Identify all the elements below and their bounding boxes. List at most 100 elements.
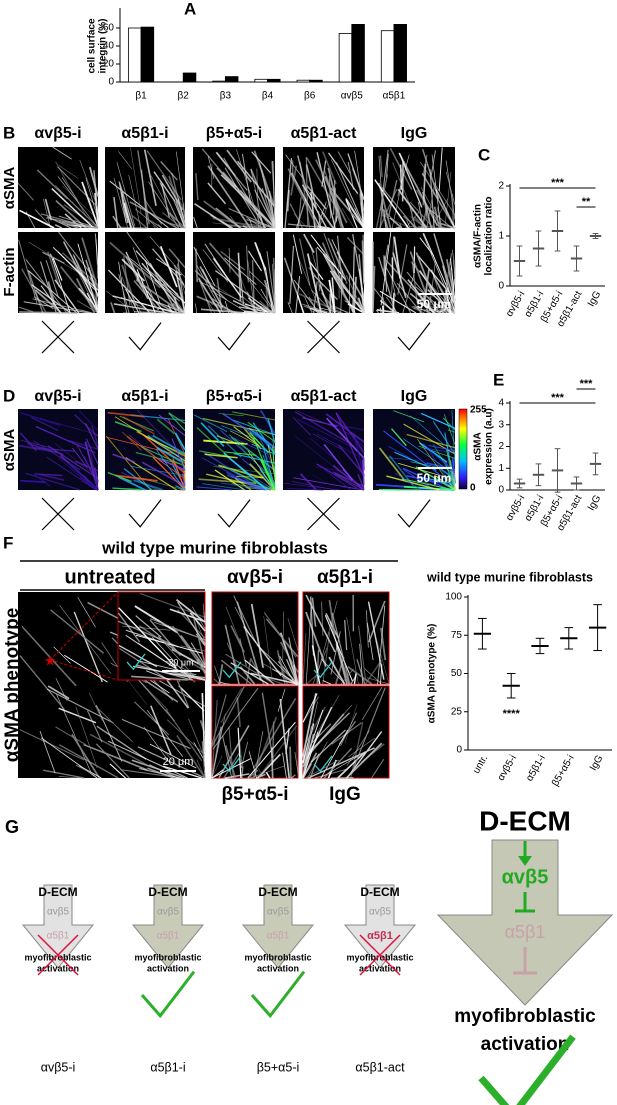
fiber (385, 267, 412, 314)
fiber (233, 595, 257, 643)
fiber (322, 680, 331, 685)
fiber (94, 471, 99, 491)
fiber (356, 659, 366, 685)
fiber (146, 709, 183, 757)
activation-head (518, 856, 532, 866)
y-axis-label: expression (a.u) (484, 408, 495, 485)
fiber (214, 469, 245, 491)
fiber (390, 428, 407, 447)
image-label: untreated (64, 566, 155, 588)
fiber (316, 463, 357, 489)
fiber (302, 696, 319, 723)
fiber (254, 731, 264, 779)
x-tick-label: β2 (178, 91, 190, 102)
fiber (397, 244, 408, 295)
fiber (58, 776, 82, 779)
fiber (295, 276, 301, 314)
fiber (263, 615, 273, 681)
fiber (320, 756, 358, 779)
fiber (202, 249, 229, 283)
y-axis-label: αSMA (473, 432, 484, 460)
fiber (430, 150, 436, 176)
fiber (79, 410, 99, 431)
x-tick-label: β1 (135, 91, 147, 102)
fiber (435, 188, 456, 229)
fiber (265, 771, 271, 779)
fiber (380, 207, 402, 229)
fiber (84, 456, 99, 488)
fiber (334, 656, 345, 685)
fiber (196, 759, 206, 779)
fiber (77, 597, 96, 628)
fiber (176, 735, 206, 779)
fiber (135, 664, 192, 681)
fiber (135, 451, 181, 465)
fiber (135, 279, 183, 314)
y-tick-label: 0 (108, 77, 114, 88)
fiber (333, 215, 339, 229)
fiber (95, 743, 130, 779)
fiber (19, 311, 77, 314)
fiber (447, 429, 456, 433)
micrograph (105, 147, 186, 229)
fiber (47, 445, 99, 479)
fiber (375, 174, 389, 229)
fiber (287, 487, 324, 491)
fiber (147, 767, 175, 779)
fiber (132, 247, 155, 302)
x-tick-label: β3 (220, 91, 232, 102)
fiber (118, 607, 177, 669)
fiber (297, 410, 365, 441)
fiber (109, 180, 169, 229)
fiber (415, 189, 444, 229)
fiber (224, 451, 257, 456)
fiber (123, 468, 153, 491)
fiber (167, 304, 174, 314)
fiber (126, 231, 177, 301)
fiber (200, 422, 225, 447)
micrograph (302, 591, 390, 685)
fiber (263, 612, 297, 658)
fiber (131, 214, 148, 229)
fiber (72, 447, 88, 468)
fiber (429, 296, 437, 314)
fiber (392, 292, 395, 314)
fiber (406, 433, 456, 449)
fiber (50, 253, 71, 314)
fiber (337, 751, 366, 779)
bar (393, 23, 407, 83)
condition-label: α5β1-act (355, 1060, 405, 1074)
fiber (284, 482, 341, 491)
fiber (378, 156, 384, 218)
fiber (360, 192, 365, 229)
fiber (241, 153, 252, 203)
row-label: αSMA (1, 429, 18, 472)
y-tick-label: 1 (498, 463, 504, 474)
fiber (257, 725, 298, 779)
fiber (46, 456, 97, 491)
bar (296, 79, 311, 83)
fiber (225, 606, 241, 645)
fiber (382, 244, 389, 273)
y-tick-label: 25 (451, 706, 463, 717)
fiber (36, 169, 69, 200)
fiber (198, 278, 222, 314)
fiber (81, 237, 99, 290)
fiber (143, 726, 168, 761)
fiber (152, 225, 156, 229)
fiber (420, 412, 456, 429)
fiber (39, 473, 63, 477)
fiber (234, 477, 252, 491)
y-tick-label: 2 (498, 441, 504, 452)
fiber (334, 473, 365, 491)
fiber (321, 160, 327, 187)
fiber (353, 672, 357, 685)
row-label: F-actin (1, 247, 18, 296)
column-label: IgG (401, 125, 428, 142)
fiber (352, 246, 355, 313)
fiber (85, 259, 99, 297)
integrin-label: α5β1 (505, 922, 546, 942)
fiber (156, 446, 183, 463)
fiber (316, 201, 327, 229)
